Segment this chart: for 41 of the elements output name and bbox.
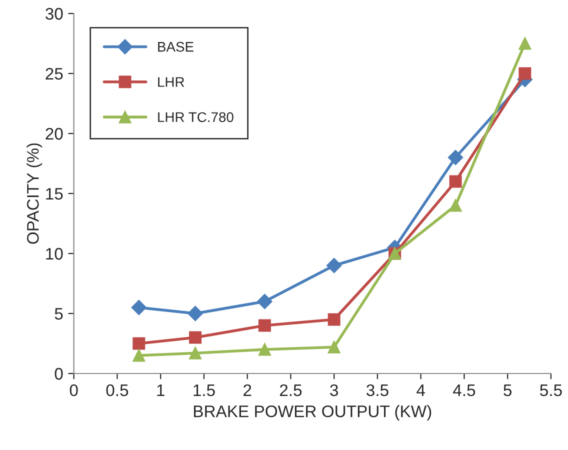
point (448, 150, 464, 166)
point (449, 199, 462, 212)
point (518, 37, 532, 50)
x-tick-label: 1 (157, 384, 164, 396)
y-tick-label: 15 (46, 188, 63, 200)
point (258, 343, 271, 356)
point (326, 258, 342, 274)
point (131, 300, 146, 316)
x-tick-label: 1.5 (194, 384, 215, 396)
point (328, 313, 340, 326)
y-tick-label: 10 (46, 248, 63, 260)
point (189, 331, 202, 344)
x-tick-label: 2.5 (280, 384, 302, 396)
x-tick-label: 0 (70, 384, 78, 396)
legend-label: BASE (158, 42, 194, 52)
x-tick-label: 5 (504, 384, 512, 396)
y-tick-label: 5 (54, 308, 63, 320)
x-tick-label: 2 (244, 384, 252, 396)
y-tick-label: 25 (46, 68, 63, 80)
x-tick-label: 3 (330, 384, 338, 396)
point (132, 349, 146, 362)
point (189, 346, 202, 360)
point (257, 294, 272, 310)
y-tick-label: 30 (46, 8, 63, 20)
point (258, 319, 271, 332)
x-tick-label: 4 (416, 384, 425, 396)
legend-label: LHR (158, 77, 184, 87)
legend-label: LHR TC.780 (158, 112, 234, 122)
point (188, 306, 203, 322)
x-tick-label: 5.5 (540, 384, 562, 396)
point (328, 340, 340, 354)
x-tick-label: 3.5 (366, 384, 388, 396)
x-axis-title: BRAKE POWER OUTPUT (KW) (194, 405, 432, 421)
point (449, 175, 462, 188)
point (518, 67, 532, 80)
y-tick-label: 20 (46, 128, 63, 140)
point (132, 337, 146, 350)
y-axis-title: OPACITY (%) (26, 143, 42, 244)
x-tick-label: 4.5 (453, 384, 476, 396)
y-tick-label: 0 (54, 368, 63, 380)
x-tick-label: 0.5 (106, 384, 128, 396)
